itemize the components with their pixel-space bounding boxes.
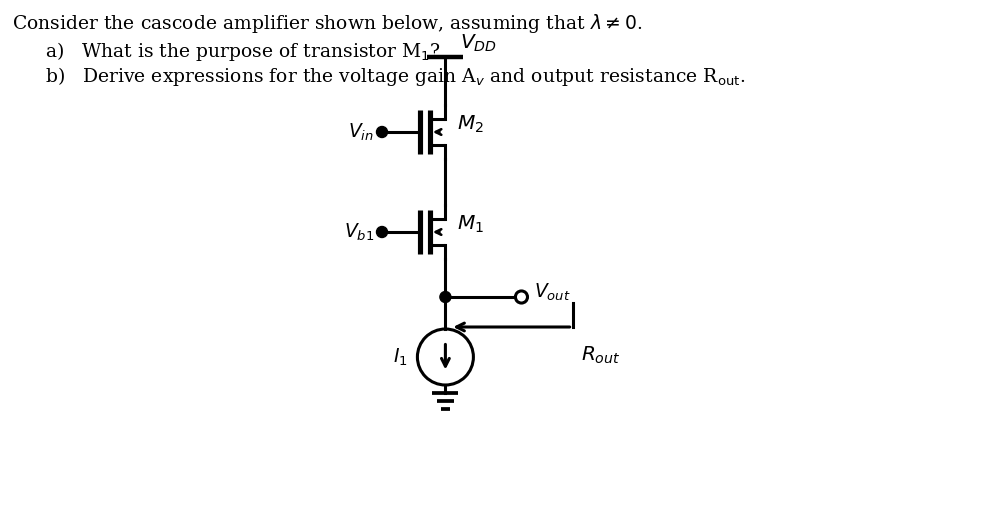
Text: b)   Derive expressions for the voltage gain A$_v$ and output resistance R$_\mat: b) Derive expressions for the voltage ga… [45, 65, 745, 88]
Text: $M_2$: $M_2$ [458, 113, 484, 134]
Text: a)   What is the purpose of transistor M$_1$?: a) What is the purpose of transistor M$_… [45, 40, 440, 63]
Circle shape [377, 127, 387, 138]
Circle shape [377, 226, 387, 237]
Text: $V_{out}$: $V_{out}$ [533, 281, 571, 302]
Text: Consider the cascode amplifier shown below, assuming that $\lambda \neq 0$.: Consider the cascode amplifier shown bel… [12, 12, 642, 35]
Text: $V_{DD}$: $V_{DD}$ [461, 33, 497, 54]
Text: $R_{out}$: $R_{out}$ [581, 345, 620, 367]
Text: $V_{in}$: $V_{in}$ [348, 121, 374, 143]
Circle shape [439, 292, 451, 302]
Text: $V_{b1}$: $V_{b1}$ [344, 221, 374, 242]
Text: $I_1$: $I_1$ [393, 346, 407, 368]
Text: $M_1$: $M_1$ [458, 214, 485, 235]
